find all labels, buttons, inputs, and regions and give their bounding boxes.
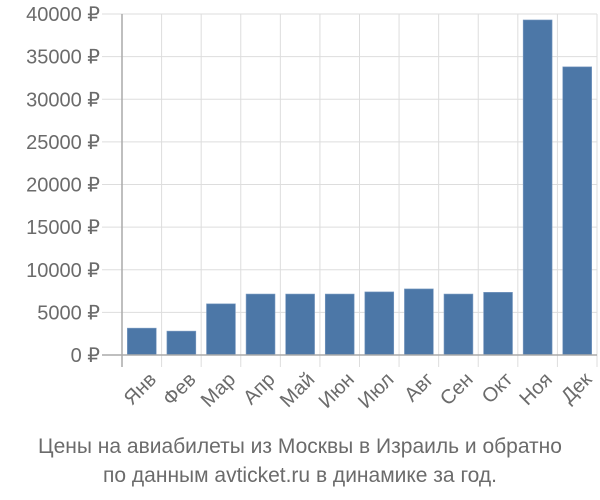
x-tick-label: Ноя — [515, 369, 556, 410]
bar-Фев — [166, 330, 197, 356]
x-tick-label: Фев — [159, 369, 201, 411]
bar-Дек — [562, 66, 592, 356]
y-tick-label: 5000 ₽ — [37, 302, 100, 324]
x-tick-label: Май — [276, 369, 319, 412]
grid-lines — [102, 13, 598, 367]
y-tick-label: 25000 ₽ — [26, 132, 100, 154]
x-tick-label: Сен — [436, 369, 477, 410]
x-tick-label: Июл — [354, 369, 398, 413]
y-tick-label: 30000 ₽ — [26, 89, 100, 111]
x-tick-label: Окт — [478, 369, 517, 408]
x-tick-label: Янв — [120, 369, 161, 410]
y-axis: 0 ₽ 5000 ₽ 10000 ₽ 15000 ₽ 20000 ₽ 25000 ₽ 300… — [26, 4, 123, 367]
bar-Апр — [245, 293, 276, 356]
bar-Янв — [127, 327, 157, 356]
bar-chart: 0 ₽ 5000 ₽ 10000 ₽ 15000 ₽ 20000 ₽ 25000 ₽ 300… — [26, 4, 598, 413]
y-tick-label: 20000 ₽ — [26, 175, 100, 197]
chart-caption-line-2: по данным avticket.ru в динамике за год. — [103, 464, 497, 487]
bar-Июл — [364, 291, 395, 356]
y-tick-label: 35000 ₽ — [26, 47, 100, 69]
bar-Май — [285, 293, 315, 356]
x-tick-label: Авг — [400, 369, 438, 407]
x-tick-label: Апр — [239, 369, 280, 410]
x-tick-label: Дек — [557, 368, 596, 407]
y-tick-label: 0 ₽ — [71, 345, 101, 367]
bar-Сен — [443, 293, 474, 356]
bars — [127, 19, 592, 356]
x-tick-label: Мар — [197, 369, 240, 412]
bar-Окт — [483, 292, 513, 356]
bar-Июн — [324, 293, 355, 356]
bar-Авг — [404, 288, 434, 356]
bar-Мар — [206, 303, 236, 356]
bar-Ноя — [522, 19, 553, 356]
x-tick-label: Июн — [315, 369, 359, 413]
y-tick-label: 10000 ₽ — [26, 260, 100, 282]
y-tick-label: 15000 ₽ — [26, 217, 100, 239]
y-tick-label: 40000 ₽ — [26, 4, 100, 26]
chart-caption-line-1: Цены на авиабилеты из Москвы в Израиль и… — [38, 435, 562, 458]
